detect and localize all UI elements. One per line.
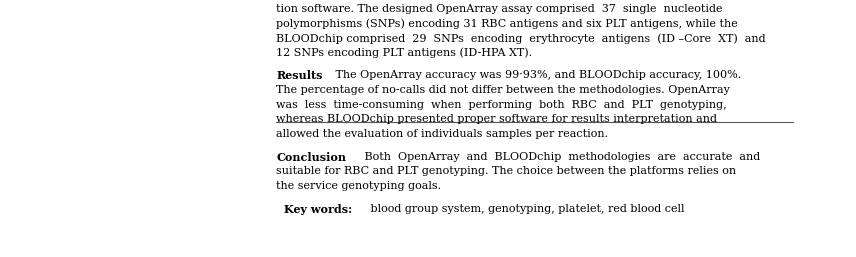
Text: tion software. The designed OpenArray assay comprised  37  single  nucleotide: tion software. The designed OpenArray as… [276,4,722,14]
Text: Conclusion: Conclusion [276,152,347,163]
Text: the service genotyping goals.: the service genotyping goals. [276,181,442,191]
Text: blood group system, genotyping, platelet, red blood cell: blood group system, genotyping, platelet… [366,204,684,214]
Text: was  less  time-consuming  when  performing  both  RBC  and  PLT  genotyping,: was less time-consuming when performing … [276,100,727,110]
Text: whereas BLOODchip presented proper software for results interpretation and: whereas BLOODchip presented proper softw… [276,114,717,124]
Text: Results: Results [276,70,323,81]
Text: The percentage of no-calls did not differ between the methodologies. OpenArray: The percentage of no-calls did not diffe… [276,85,730,95]
Text: Key words:: Key words: [284,204,353,215]
Text: suitable for RBC and PLT genotyping. The choice between the platforms relies on: suitable for RBC and PLT genotyping. The… [276,167,736,177]
Text: Both  OpenArray  and  BLOODchip  methodologies  are  accurate  and: Both OpenArray and BLOODchip methodologi… [361,152,760,162]
Text: 12 SNPs encoding PLT antigens (ID-HPA XT).: 12 SNPs encoding PLT antigens (ID-HPA XT… [276,48,532,58]
Text: BLOODchip comprised  29  SNPs  encoding  erythrocyte  antigens  (ID –Core  XT)  : BLOODchip comprised 29 SNPs encoding ery… [276,33,766,44]
Text: polymorphisms (SNPs) encoding 31 RBC antigens and six PLT antigens, while the: polymorphisms (SNPs) encoding 31 RBC ant… [276,19,738,29]
Text: allowed the evaluation of individuals samples per reaction.: allowed the evaluation of individuals sa… [276,129,609,139]
Text: The OpenArray accuracy was 99·93%, and BLOODchip accuracy, 100%.: The OpenArray accuracy was 99·93%, and B… [332,70,741,80]
